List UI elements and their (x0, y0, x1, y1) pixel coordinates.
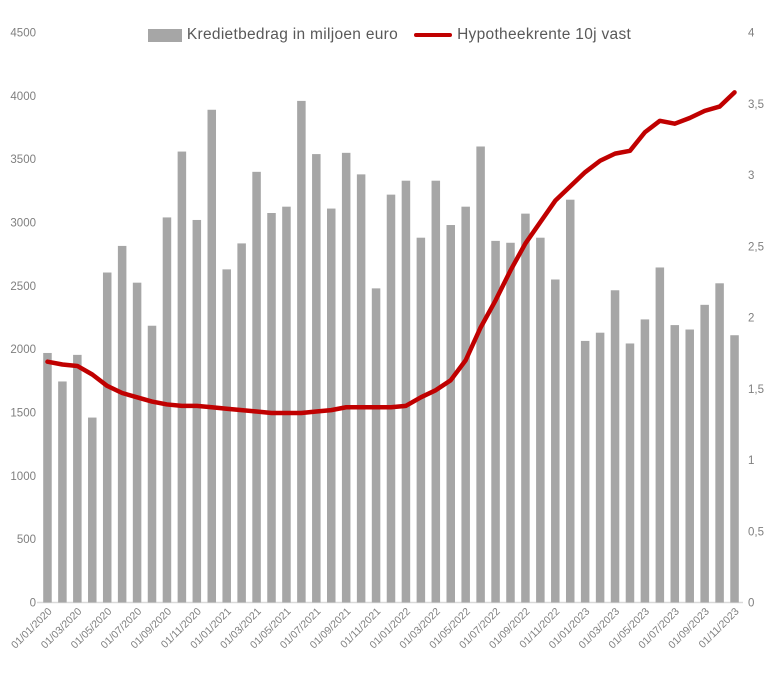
bar-01/12/2020 (207, 109, 217, 603)
bar-01/02/2021 (237, 243, 246, 603)
bar-01/02/2020 (58, 381, 67, 603)
bar-01/09/2020 (162, 217, 172, 603)
bar-01/10/2021 (356, 174, 366, 603)
y-axis-left-tick: 4500 (10, 28, 36, 40)
bar-01/05/2020 (102, 272, 112, 603)
bar-01/03/2021 (252, 171, 261, 603)
y-axis-left-tick: 1500 (10, 408, 36, 420)
rate-line (45, 90, 737, 416)
bar-01/04/2023 (625, 343, 635, 603)
bar-01/08/2020 (147, 325, 157, 603)
bar-01/10/2020 (177, 151, 187, 603)
bar-01/08/2022 (506, 242, 515, 603)
bar-01/07/2020 (132, 282, 142, 603)
y-axis-right-tick: 3 (748, 170, 754, 182)
bar-01/10/2022 (536, 237, 545, 603)
bar-01/09/2021 (341, 152, 351, 603)
y-axis-left-tick: 2500 (10, 281, 36, 293)
bar-01/03/2020 (73, 354, 82, 603)
bar-01/03/2023 (610, 290, 620, 603)
bar-01/07/2023 (670, 325, 680, 603)
bar-01/06/2021 (297, 100, 306, 603)
y-axis-right-tick: 2 (748, 313, 754, 325)
bar-01/08/2021 (327, 208, 336, 603)
bar-01/11/2023 (730, 335, 739, 603)
bar-01/12/2022 (565, 199, 575, 603)
bar-01/01/2023 (580, 340, 590, 603)
bar-01/05/2021 (282, 206, 291, 603)
y-axis-right-tick: 1,5 (748, 384, 764, 396)
bar-01/05/2023 (640, 319, 650, 603)
y-axis-left-tick: 4000 (10, 91, 36, 103)
bar-01/12/2021 (386, 194, 396, 603)
y-axis-left-tick: 2000 (10, 344, 36, 356)
bar-01/11/2021 (371, 288, 381, 603)
y-axis-right-tick: 1 (748, 455, 754, 467)
bar-01/09/2023 (700, 304, 709, 603)
bar-01/04/2020 (88, 417, 97, 603)
bar-01/02/2022 (416, 237, 426, 603)
bar-01/06/2022 (476, 146, 485, 603)
y-axis-left-tick: 3000 (10, 218, 36, 230)
bar-01/04/2021 (267, 213, 276, 603)
bar-01/04/2022 (446, 225, 455, 603)
y-axis-left-tick: 500 (17, 534, 36, 546)
bar-01/10/2023 (715, 283, 724, 603)
bar-01/11/2022 (551, 279, 560, 603)
y-axis-right-tick: 3,5 (748, 99, 764, 111)
bar-01/01/2020 (43, 352, 52, 603)
bar-01/06/2020 (117, 245, 127, 603)
y-axis-left-tick: 0 (30, 598, 36, 610)
bar-01/01/2022 (401, 180, 411, 603)
bar-01/07/2021 (312, 154, 321, 603)
bar-01/06/2023 (655, 267, 665, 603)
y-axis-left-tick: 1000 (10, 471, 36, 483)
bar-01/11/2020 (192, 219, 202, 603)
bar-01/05/2022 (461, 206, 470, 603)
y-axis-right-tick: 0,5 (748, 526, 764, 538)
bar-01/08/2023 (685, 329, 694, 603)
bar-01/01/2021 (222, 269, 231, 603)
bar-01/02/2023 (595, 332, 605, 603)
y-axis-right-tick: 2,5 (748, 241, 764, 253)
y-axis-left-tick: 3500 (10, 154, 36, 166)
bar-01/07/2022 (491, 240, 500, 603)
bar-01/09/2022 (521, 213, 530, 603)
y-axis-right-tick: 4 (748, 28, 755, 40)
y-axis-right-tick: 0 (748, 598, 754, 610)
